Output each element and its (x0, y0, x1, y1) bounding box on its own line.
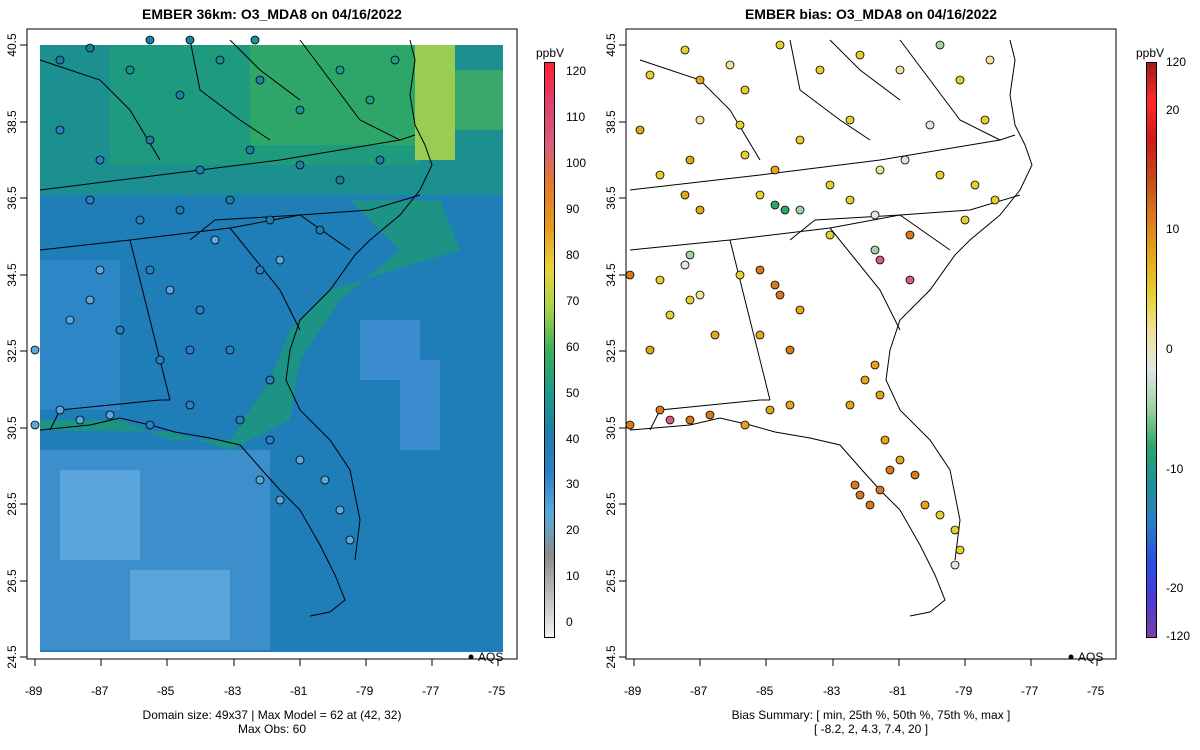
left-x-axis (34, 659, 499, 666)
right-colorbar (1146, 62, 1157, 638)
right-legend-label: AQS (1078, 650, 1104, 664)
left-colorbar-tick: 70 (566, 293, 580, 308)
left-caption-line2: Max Obs: 60 (237, 722, 307, 736)
right-x-axis (633, 659, 1098, 666)
left-colorbar (544, 62, 555, 638)
x-tick-label: -87 (690, 684, 708, 698)
x-tick-label: -77 (1021, 684, 1039, 698)
right-bias-points (626, 40, 1000, 570)
left-legend-dot (468, 654, 474, 660)
left-legend-label: AQS (478, 650, 504, 664)
right-colorbar-tick: -10 (1166, 461, 1184, 476)
left-boundaries (39, 39, 433, 617)
x-tick-label: -75 (488, 684, 506, 698)
x-tick-label: -85 (756, 684, 774, 698)
left-colorbar-tick: 90 (566, 201, 580, 216)
left-colorbar-tick: 20 (566, 523, 580, 538)
y-tick-label: 36.5 (604, 186, 618, 210)
x-tick-label: -81 (889, 684, 907, 698)
left-colorbar-tick: 10 (566, 569, 580, 584)
model-field-grid (40, 45, 503, 652)
y-tick-label: 26.5 (604, 569, 618, 593)
y-tick-label: 40.5 (604, 33, 618, 57)
y-tick-label: 24.5 (5, 645, 19, 669)
right-colorbar-unit: ppbV (1136, 46, 1165, 60)
x-tick-label: -87 (91, 684, 109, 698)
left-caption-line1: Domain size: 49x37 | Max Model = 62 at (… (142, 708, 402, 722)
right-caption-line1: Bias Summary: [ min, 25th %, 50th %, 75t… (731, 708, 1011, 722)
right-y-axis (619, 44, 626, 658)
right-colorbar-tick: -20 (1166, 581, 1184, 596)
y-tick-label: 28.5 (5, 492, 19, 516)
x-tick-label: -83 (823, 684, 841, 698)
right-legend-dot (1068, 654, 1074, 660)
left-y-axis (20, 44, 27, 658)
right-panel-title: EMBER bias: O3_MDA8 on 04/16/2022 (744, 6, 998, 22)
y-tick-label: 38.5 (5, 110, 19, 134)
left-panel-title: EMBER 36km: O3_MDA8 on 04/16/2022 (142, 6, 402, 22)
y-tick-label: 24.5 (604, 645, 618, 669)
y-tick-label: 26.5 (5, 569, 19, 593)
left-colorbar-tick: 30 (566, 477, 580, 492)
left-colorbar-tick: 120 (566, 64, 587, 79)
x-tick-label: -77 (422, 684, 440, 698)
x-tick-label: -89 (624, 684, 642, 698)
y-tick-label: 28.5 (604, 492, 618, 516)
y-tick-label: 34.5 (604, 263, 618, 287)
left-plot-frame (26, 28, 518, 660)
left-colorbar-tick: 110 (566, 110, 586, 125)
left-colorbar-tick: 80 (566, 247, 580, 262)
x-tick-label: -89 (25, 684, 43, 698)
right-boundaries (629, 39, 1033, 617)
x-tick-label: -85 (157, 684, 175, 698)
y-tick-label: 34.5 (5, 263, 19, 287)
left-colorbar-tick: 100 (566, 156, 587, 171)
left-colorbar-tick: 60 (566, 339, 580, 354)
right-colorbar-tick: 120 (1166, 55, 1187, 69)
left-obs-points (30, 35, 400, 545)
x-tick-label: -79 (955, 684, 973, 698)
right-colorbar-tick: 20 (1166, 102, 1180, 117)
right-caption-line2: [ -8.2, 2, 4.3, 7.4, 20 ] (813, 722, 929, 736)
left-colorbar-tick: 40 (566, 431, 580, 446)
y-tick-label: 40.5 (5, 33, 19, 57)
y-tick-label: 30.5 (604, 416, 618, 440)
y-tick-label: 32.5 (604, 339, 618, 363)
right-colorbar-tick: 10 (1166, 222, 1180, 237)
right-plot-frame (625, 28, 1117, 660)
left-colorbar-tick: 50 (566, 385, 580, 400)
left-colorbar-tick: 0 (566, 615, 573, 630)
left-colorbar-unit: ppbV (536, 46, 565, 60)
y-tick-label: 32.5 (5, 339, 19, 363)
x-tick-label: -79 (356, 684, 374, 698)
x-tick-label: -75 (1087, 684, 1105, 698)
x-tick-label: -83 (224, 684, 242, 698)
right-colorbar-tick: 0 (1166, 342, 1173, 356)
y-tick-label: 36.5 (5, 186, 19, 210)
x-tick-label: -81 (290, 684, 308, 698)
y-tick-label: 30.5 (5, 416, 19, 440)
y-tick-label: 38.5 (604, 110, 618, 134)
right-colorbar-tick: -120 (1166, 629, 1191, 643)
